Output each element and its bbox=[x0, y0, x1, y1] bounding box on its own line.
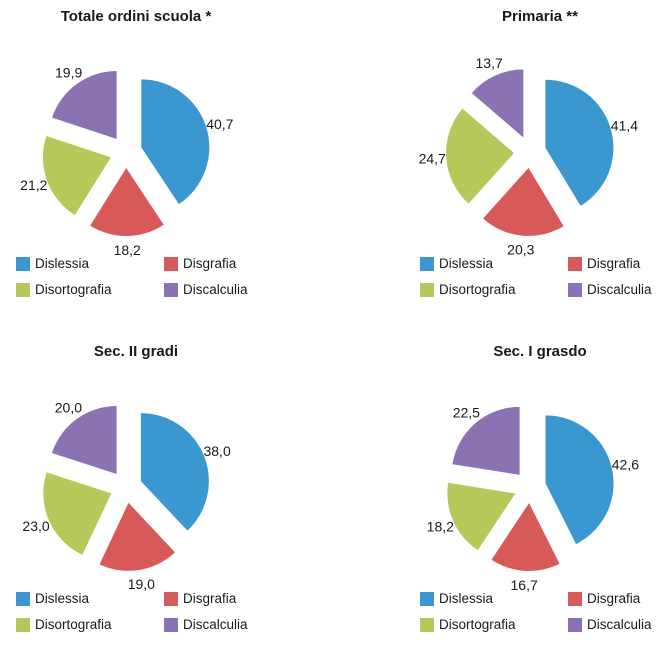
legend-item-disortografia: Disortografia bbox=[420, 282, 516, 297]
pie-slice-dislessia bbox=[545, 79, 614, 206]
legend-swatch bbox=[568, 591, 582, 606]
data-label-dislessia: 41,4 bbox=[611, 118, 638, 134]
legend-swatch bbox=[568, 617, 582, 632]
data-label-discalculia: 13,7 bbox=[476, 55, 503, 71]
legend-label: Disgrafia bbox=[587, 256, 641, 271]
legend-item-disgrafia: Disgrafia bbox=[164, 591, 236, 606]
pie-slice-discalculia bbox=[452, 406, 520, 475]
legend-item-disortografia: Disortografia bbox=[16, 282, 112, 297]
legend-swatch bbox=[420, 617, 434, 632]
chart-title: Primaria ** bbox=[502, 8, 578, 25]
legend-item-dislessia: Dislessia bbox=[420, 591, 493, 606]
data-label-dislessia: 42,6 bbox=[612, 456, 639, 472]
pie-slice-dislessia bbox=[141, 79, 210, 205]
legend-item-disortografia: Disortografia bbox=[420, 617, 516, 632]
data-label-discalculia: 22,5 bbox=[453, 404, 480, 420]
chart-panel-sec-ii: Sec. II gradi 38,0 19,0 23,0 20,0 Dislessia… bbox=[6, 335, 338, 655]
legend-item-discalculia: Discalculia bbox=[164, 282, 248, 297]
pie-slice-dislessia bbox=[545, 415, 614, 545]
legend-item-dislessia: Dislessia bbox=[16, 256, 89, 271]
legend-item-disortografia: Disortografia bbox=[16, 617, 112, 632]
data-label-disgrafia: 19,0 bbox=[128, 576, 155, 592]
legend-swatch bbox=[568, 282, 582, 297]
pie-slice-discalculia bbox=[52, 71, 117, 140]
legend-item-discalculia: Discalculia bbox=[568, 282, 652, 297]
legend-label: Dislessia bbox=[439, 256, 494, 271]
pie-slice-disgrafia bbox=[491, 502, 560, 571]
legend-swatch bbox=[164, 282, 178, 297]
pie-slice-disortografia bbox=[43, 472, 112, 555]
legend-label: Disortografia bbox=[35, 617, 112, 632]
pie-slice-disgrafia bbox=[99, 502, 176, 571]
pie-slice-disgrafia bbox=[483, 167, 564, 236]
data-label-disgrafia: 16,7 bbox=[511, 577, 538, 593]
pie-chart-primaria: 41,4 20,3 24,7 13,7 bbox=[419, 55, 639, 258]
pie-slice-disortografia bbox=[42, 136, 111, 216]
legend-swatch bbox=[16, 282, 30, 297]
legend-label: Disgrafia bbox=[183, 591, 237, 606]
data-label-disortografia: 18,2 bbox=[427, 518, 454, 534]
legend-item-disgrafia: Disgrafia bbox=[568, 256, 640, 271]
pie-slice-dislessia bbox=[140, 413, 209, 531]
legend-item-dislessia: Dislessia bbox=[420, 256, 493, 271]
data-label-disgrafia: 18,2 bbox=[114, 242, 141, 258]
legend-label: Disortografia bbox=[439, 282, 516, 297]
chart-panel-totale: Totale ordini scuola * 40,7 18,2 21,2 19,9 … bbox=[6, 0, 338, 320]
legend-label: Dislessia bbox=[35, 256, 90, 271]
chart-title: Sec. II gradi bbox=[93, 343, 179, 360]
data-label-dislessia: 38,0 bbox=[203, 443, 230, 459]
legend-label: Disortografia bbox=[439, 617, 516, 632]
legend-label: Disgrafia bbox=[183, 256, 237, 271]
data-label-discalculia: 20,0 bbox=[55, 400, 82, 416]
legend-label: Disgrafia bbox=[587, 591, 641, 606]
legend-swatch bbox=[164, 256, 178, 271]
data-label-disortografia: 23,0 bbox=[22, 518, 49, 534]
pie-chart-sec-i: 42,6 16,7 18,2 22,5 bbox=[427, 404, 640, 593]
data-label-disortografia: 21,2 bbox=[20, 177, 47, 193]
chart-title: Sec. I grasdo bbox=[493, 343, 587, 360]
legend-label: Dislessia bbox=[439, 591, 494, 606]
legend-item-disgrafia: Disgrafia bbox=[568, 591, 640, 606]
legend-swatch bbox=[164, 617, 178, 632]
legend-swatch bbox=[420, 282, 434, 297]
legend-label: Discalculia bbox=[183, 617, 248, 632]
chart-panel-sec-i: Sec. I grasdo 42,6 16,7 18,2 22,5 Dislessia… bbox=[410, 335, 664, 655]
legend-label: Disortografia bbox=[35, 282, 112, 297]
pie-slice-disgrafia bbox=[90, 167, 164, 236]
legend-swatch bbox=[420, 591, 434, 606]
data-label-disgrafia: 20,3 bbox=[507, 242, 534, 258]
legend-label: Discalculia bbox=[587, 617, 652, 632]
pie-chart-totale: 40,7 18,2 21,2 19,9 bbox=[20, 65, 234, 258]
pie-slice-disortografia bbox=[447, 482, 516, 551]
legend-swatch bbox=[568, 256, 582, 271]
legend-swatch bbox=[16, 617, 30, 632]
pie-chart-sec-ii: 38,0 19,0 23,0 20,0 bbox=[22, 400, 231, 592]
legend-item-dislessia: Dislessia bbox=[16, 591, 89, 606]
legend-swatch bbox=[164, 591, 178, 606]
data-label-discalculia: 19,9 bbox=[55, 65, 82, 81]
legend-label: Discalculia bbox=[183, 282, 248, 297]
legend-label: Dislessia bbox=[35, 591, 90, 606]
legend-item-disgrafia: Disgrafia bbox=[164, 256, 236, 271]
pie-slice-disortografia bbox=[446, 108, 515, 204]
data-label-dislessia: 40,7 bbox=[206, 116, 233, 132]
legend-swatch bbox=[420, 256, 434, 271]
chart-title: Totale ordini scuola * bbox=[60, 8, 212, 25]
legend-swatch bbox=[16, 256, 30, 271]
pie-slice-discalculia bbox=[471, 69, 524, 138]
chart-panel-primaria: Primaria ** 41,4 20,3 24,7 13,7 Dislessia Di… bbox=[410, 0, 664, 320]
legend-item-discalculia: Discalculia bbox=[164, 617, 248, 632]
data-label-disortografia: 24,7 bbox=[419, 150, 446, 166]
legend-label: Discalculia bbox=[587, 282, 652, 297]
pie-slice-discalculia bbox=[51, 406, 117, 475]
legend-item-discalculia: Discalculia bbox=[568, 617, 652, 632]
legend-swatch bbox=[16, 591, 30, 606]
